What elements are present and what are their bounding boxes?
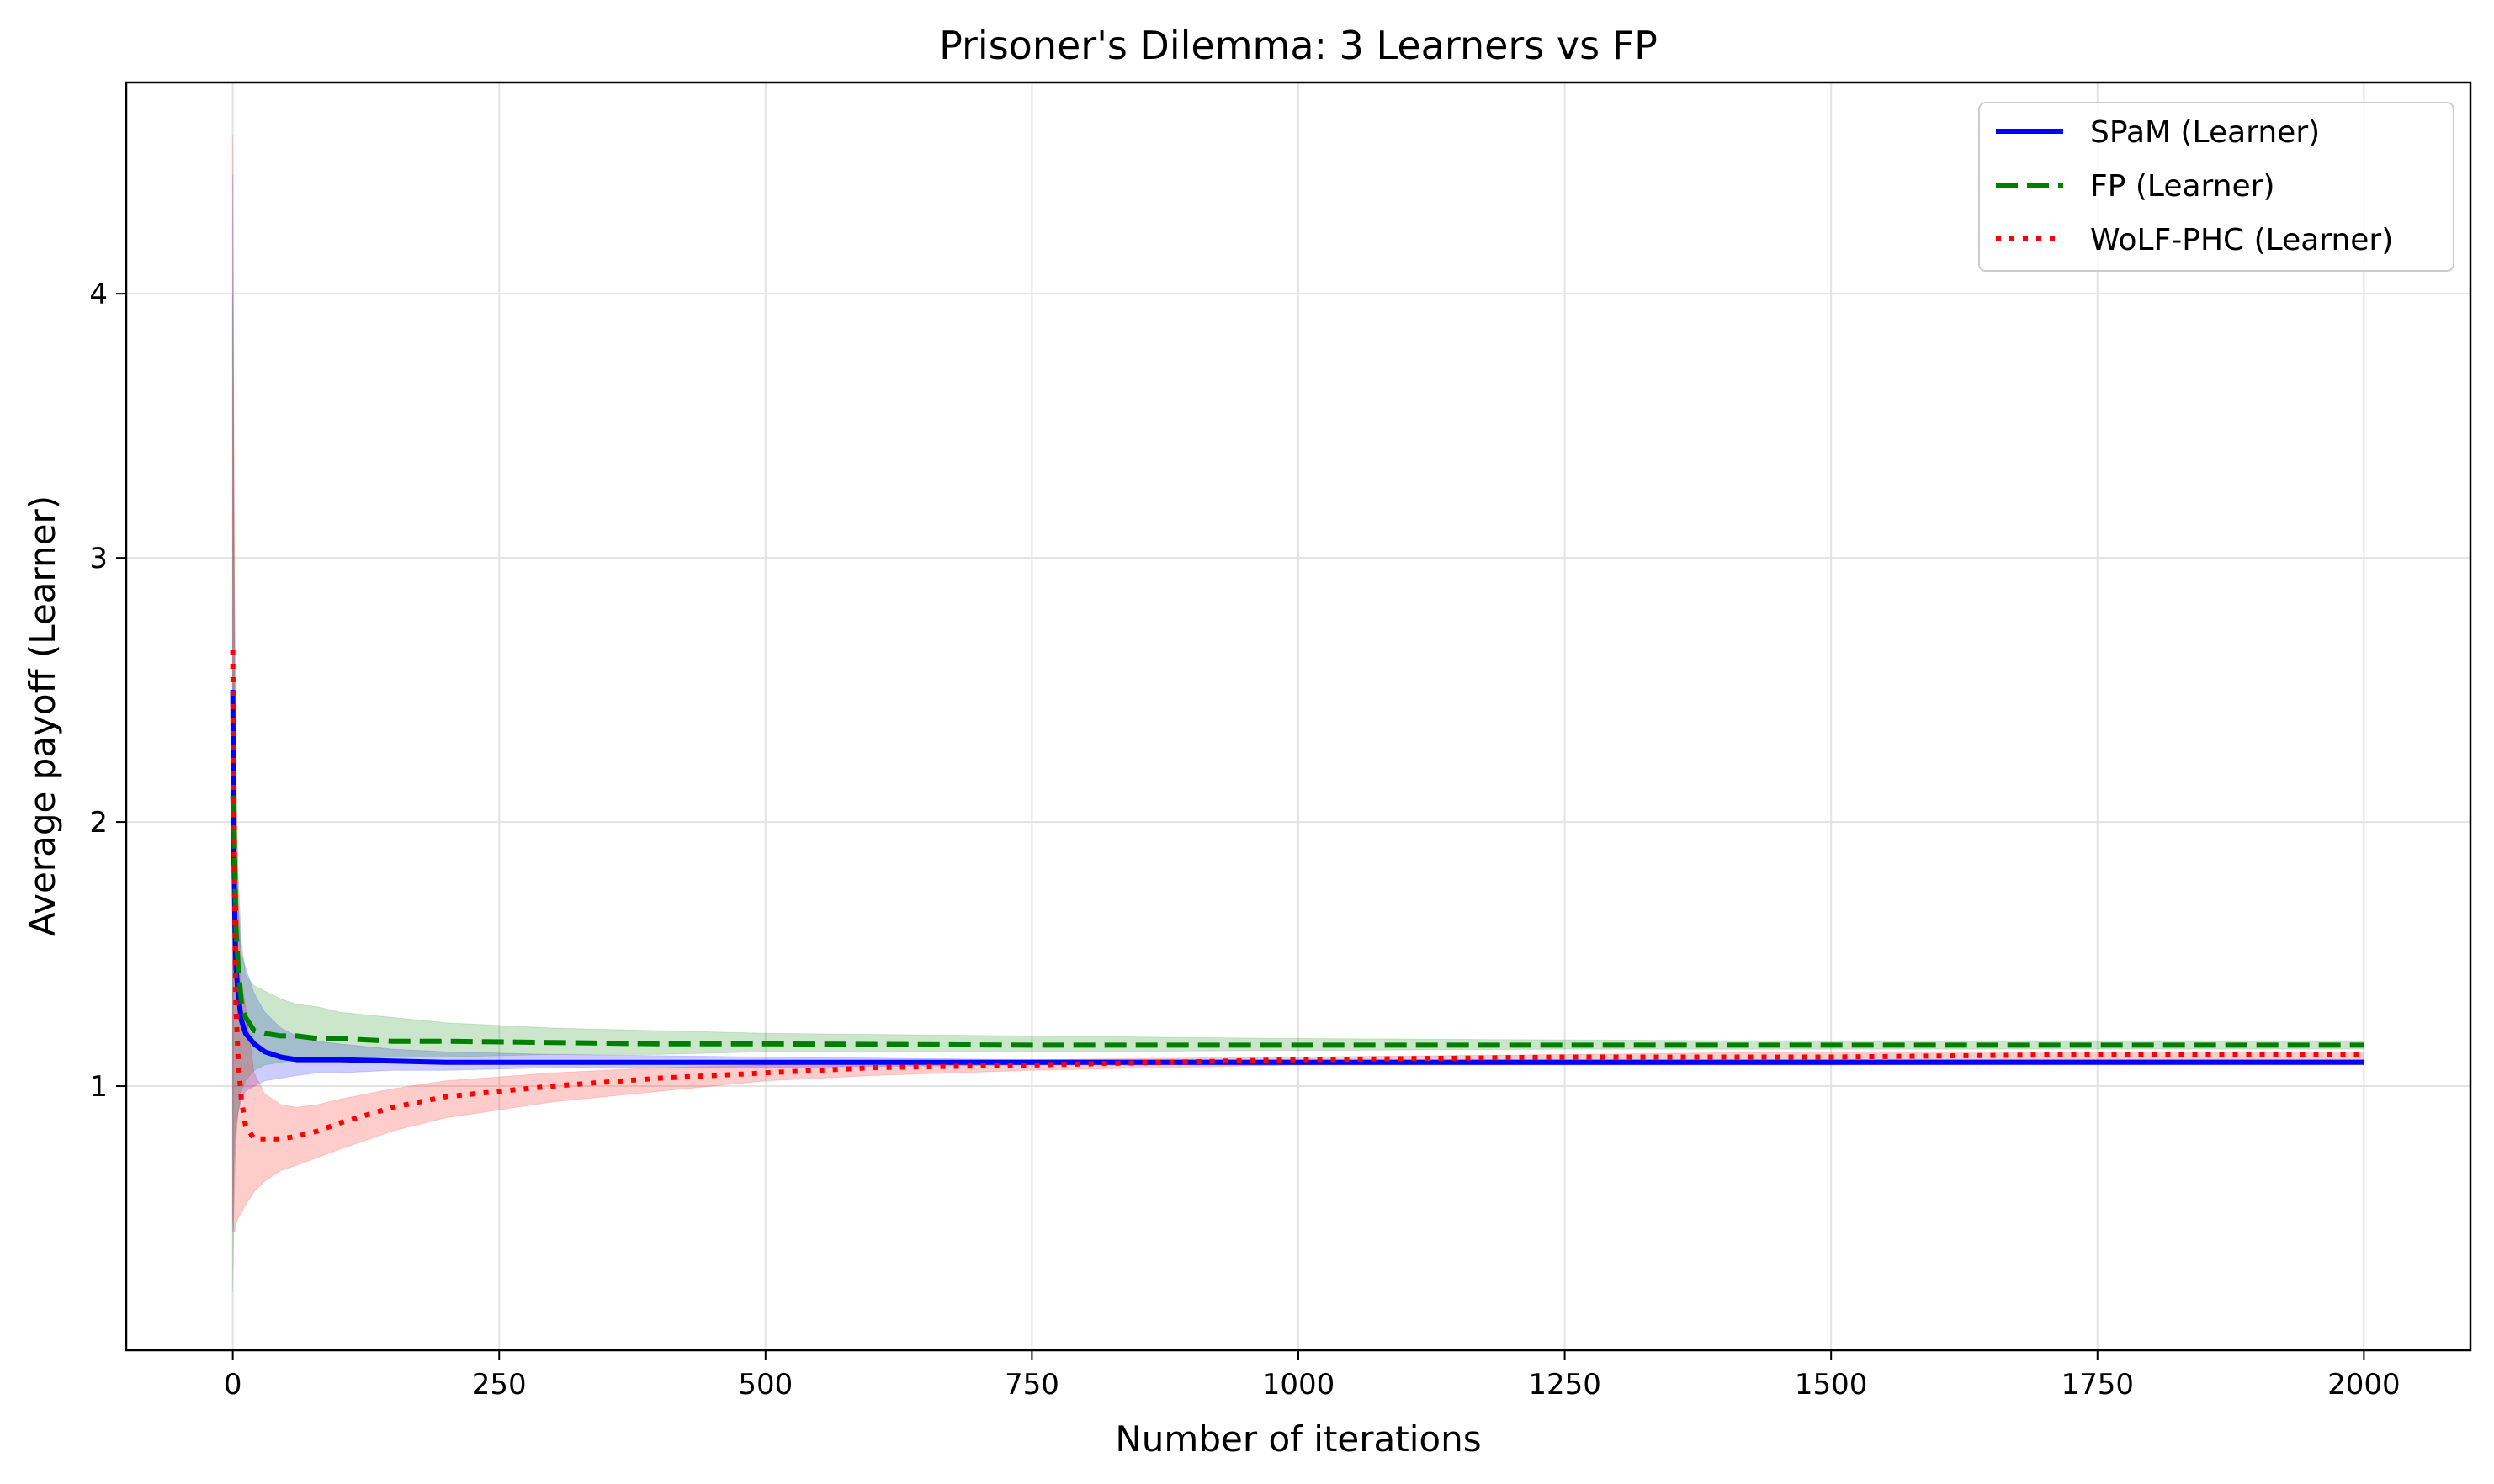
y-tick-label: 1 bbox=[89, 1070, 108, 1104]
x-tick-label: 1250 bbox=[1528, 1368, 1601, 1402]
x-tick-label: 1750 bbox=[2062, 1368, 2135, 1402]
series-lines bbox=[230, 649, 2364, 1142]
y-tick-label: 4 bbox=[89, 278, 108, 311]
legend-box bbox=[1978, 102, 2454, 272]
x-tick-label: 250 bbox=[472, 1368, 527, 1402]
grid bbox=[126, 82, 2470, 1350]
x-tick-label: 2000 bbox=[2327, 1368, 2401, 1402]
y-tick-label: 3 bbox=[89, 542, 108, 575]
x-tick-label: 1000 bbox=[1262, 1368, 1335, 1402]
x-tick-label: 1500 bbox=[1795, 1368, 1868, 1402]
legend-label-wolf-phc: WoLF-PHC (Learner) bbox=[2090, 223, 2393, 257]
legend: SPaM (Learner) FP (Learner) WoLF-PHC (Le… bbox=[1978, 102, 2454, 272]
legend-label-fp: FP (Learner) bbox=[2090, 169, 2275, 204]
axis-ticks: 0 250 500 750 1000 1250 1500 1750 2000 1 2 3 4 bbox=[89, 278, 2400, 1402]
x-tick-label: 0 bbox=[224, 1368, 242, 1402]
x-tick-label: 750 bbox=[1005, 1368, 1059, 1402]
legend-label-spam: SPaM (Learner) bbox=[2090, 115, 2320, 150]
x-axis-label: Number of iterations bbox=[1115, 1418, 1481, 1460]
y-tick-label: 2 bbox=[89, 806, 108, 840]
chart-title: Prisoner's Dilemma: 3 Learners vs FP bbox=[939, 23, 1658, 68]
series-line-wolf-phc bbox=[230, 649, 2364, 1142]
y-axis-label: Average payoff (Learner) bbox=[22, 496, 63, 936]
band-wolf-phc bbox=[232, 135, 2364, 1232]
x-tick-label: 500 bbox=[738, 1368, 793, 1402]
